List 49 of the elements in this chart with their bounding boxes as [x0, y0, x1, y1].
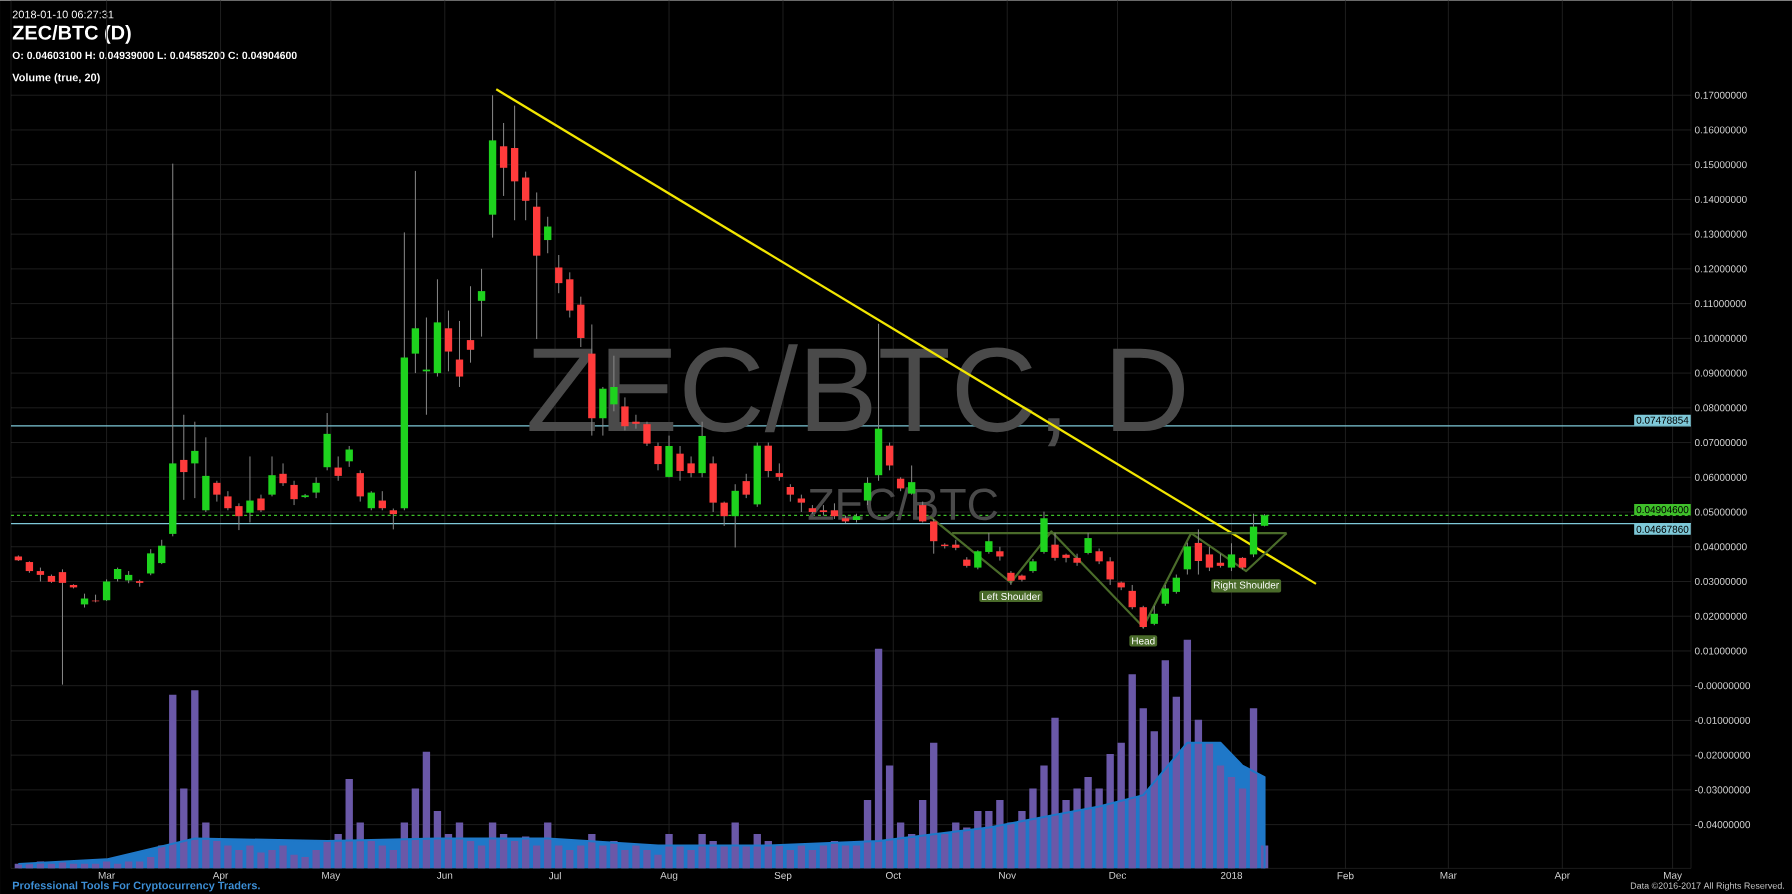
- ref-line-label: 0.04904600: [1636, 505, 1689, 513]
- y-tick-label: 0.15000000: [1694, 160, 1747, 169]
- x-tick-label: Apr: [1554, 871, 1570, 881]
- text: ZEC/BTC (D): [12, 24, 131, 44]
- text: Data ©2016-2017 All Rights Reserved.: [1630, 882, 1784, 891]
- y-tick-label: 0.05000000: [1694, 508, 1747, 516]
- y-tick-label: -0.01000000: [1694, 716, 1751, 724]
- x-tick-label: Jun: [436, 871, 453, 879]
- y-tick-label: 0.17000000: [1694, 91, 1747, 99]
- y-tick-label: 0.09000000: [1694, 369, 1747, 377]
- x-tick-label: Apr: [212, 871, 229, 881]
- annotation: Left Shoulder: [982, 592, 1041, 600]
- y-tick-label: 0.07000000: [1694, 438, 1747, 446]
- x-tick-label: Jul: [548, 871, 561, 880]
- y-tick-label: 0.12000000: [1694, 265, 1747, 273]
- text: O: 0.04603100 H: 0.04939000 L: 0.04585200 C: 0.04904600: [12, 51, 297, 59]
- y-tick-label: 0.04000000: [1694, 543, 1747, 551]
- text: Professional Tools For Cryptocurrency Traders.: [12, 881, 260, 892]
- x-tick-label: May: [1664, 871, 1682, 881]
- x-tick-label: 2018: [1220, 871, 1243, 879]
- y-tick-label: 0.01000000: [1694, 647, 1747, 655]
- y-tick-label: 0.10000000: [1694, 334, 1747, 342]
- x-tick-label: Feb: [1337, 871, 1354, 880]
- y-tick-label: 0.03000000: [1694, 577, 1747, 585]
- ref-line-label: 0.04667860: [1636, 525, 1689, 533]
- y-tick-label: 0.14000000: [1694, 195, 1747, 203]
- x-tick-label: Oct: [885, 871, 901, 879]
- annotation: 2018-01-10 06:27:31: [12, 10, 114, 19]
- y-tick-label: 0.16000000: [1694, 126, 1747, 134]
- y-tick-label: -0.02000000: [1694, 751, 1751, 759]
- y-tick-label: 0.02000000: [1694, 612, 1747, 620]
- x-tick-label: Mar: [1440, 871, 1457, 879]
- ref-line-label: 0.07478854: [1636, 416, 1689, 424]
- x-tick-label: May: [322, 871, 341, 881]
- x-tick-label: Nov: [999, 871, 1017, 879]
- x-tick-label: Aug: [660, 871, 678, 881]
- y-tick-label: 0.06000000: [1694, 473, 1747, 481]
- y-tick-label: 0.11000000: [1694, 299, 1747, 307]
- x-tick-label: Dec: [1109, 871, 1127, 879]
- x-tick-label: Mar: [98, 871, 115, 879]
- y-tick-label: -0.00000000: [1694, 681, 1751, 690]
- y-tick-label: 0.08000000: [1694, 404, 1747, 412]
- annotation: Right Shoulder: [1214, 581, 1279, 591]
- y-tick-label: 0.13000000: [1694, 230, 1747, 238]
- y-tick-label: -0.03000000: [1694, 786, 1751, 794]
- y-tick-label: -0.04000000: [1694, 820, 1751, 828]
- annotation: Volume (true, 20): [12, 73, 100, 84]
- annotation: Head: [1132, 636, 1155, 645]
- x-tick-label: Sep: [774, 871, 792, 881]
